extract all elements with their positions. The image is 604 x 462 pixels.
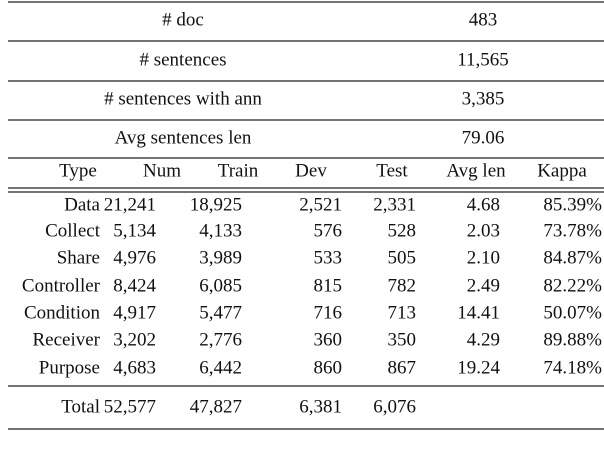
summary-value: 79.06 — [462, 127, 505, 148]
table-cell: 4,133 — [199, 220, 242, 241]
summary-value: 11,565 — [457, 49, 509, 70]
header-cell: Type — [59, 160, 97, 181]
table-cell: 2,776 — [199, 329, 242, 350]
header-cell: Avg len — [446, 160, 506, 181]
total-cell: 52,577 — [104, 396, 156, 417]
table-cell: 74.18% — [543, 357, 602, 378]
table-cell: 4.29 — [467, 329, 500, 350]
table-cell: 14.41 — [457, 302, 500, 323]
summary-label: # doc — [162, 9, 204, 30]
table-cell: Purpose — [39, 357, 100, 378]
summary-value: 483 — [469, 9, 498, 30]
table-cell: Data — [64, 194, 100, 215]
table-cell: 782 — [388, 275, 417, 296]
table-cell: 716 — [314, 302, 343, 323]
table-cell: 8,424 — [113, 275, 156, 296]
table-cell: 18,925 — [190, 194, 242, 215]
table-cell: 2.03 — [467, 220, 500, 241]
table-cell: 4,683 — [113, 357, 156, 378]
table-cell: 6,085 — [199, 275, 242, 296]
table-cell: 867 — [388, 357, 417, 378]
table-cell: 815 — [314, 275, 343, 296]
header-cell: Train — [218, 160, 259, 181]
table-cell: 89.88% — [543, 329, 602, 350]
header-cell: Dev — [295, 160, 327, 181]
table-cell: 73.78% — [543, 220, 602, 241]
table-cell: Controller — [22, 275, 101, 296]
table-cell: Receiver — [32, 329, 100, 350]
table-cell: 3,989 — [199, 247, 242, 268]
table-cell: 350 — [388, 329, 417, 350]
table-cell: 85.39% — [543, 194, 602, 215]
table-cell: 860 — [314, 357, 343, 378]
table-cell: 2,331 — [373, 194, 416, 215]
table-cell: 505 — [388, 247, 417, 268]
header-cell: Num — [143, 160, 181, 181]
table-cell: 50.07% — [543, 302, 602, 323]
header-cell: Test — [376, 160, 408, 181]
total-cell: 6,381 — [299, 396, 342, 417]
table-cell: 4.68 — [467, 194, 500, 215]
table-cell: 4,976 — [113, 247, 156, 268]
table-cell: 2,521 — [299, 194, 342, 215]
table-cell: 3,202 — [113, 329, 156, 350]
summary-label: # sentences with ann — [104, 88, 262, 109]
table-cell: 533 — [314, 247, 343, 268]
table-cell: 360 — [314, 329, 343, 350]
table-cell: Condition — [24, 302, 101, 323]
summary-label: Avg sentences len — [115, 127, 252, 148]
table-cell: 82.22% — [543, 275, 602, 296]
total-cell: 6,076 — [373, 396, 416, 417]
table-cell: 5,134 — [113, 220, 156, 241]
summary-label: # sentences — [139, 49, 226, 70]
table-cell: 84.87% — [543, 247, 602, 268]
summary-value: 3,385 — [462, 88, 505, 109]
table-cell: 528 — [388, 220, 417, 241]
table-cell: Share — [57, 247, 100, 268]
total-cell: Total — [61, 396, 100, 417]
table-cell: 6,442 — [199, 357, 242, 378]
table-cell: Collect — [45, 220, 101, 241]
table-cell: 576 — [314, 220, 343, 241]
table-cell: 713 — [388, 302, 417, 323]
table-cell: 19.24 — [457, 357, 500, 378]
table-cell: 5,477 — [199, 302, 242, 323]
table-cell: 4,917 — [113, 302, 156, 323]
table-cell: 21,241 — [104, 194, 156, 215]
total-cell: 47,827 — [190, 396, 242, 417]
table-cell: 2.49 — [467, 275, 500, 296]
table-cell: 2.10 — [467, 247, 500, 268]
header-cell: Kappa — [537, 160, 587, 181]
